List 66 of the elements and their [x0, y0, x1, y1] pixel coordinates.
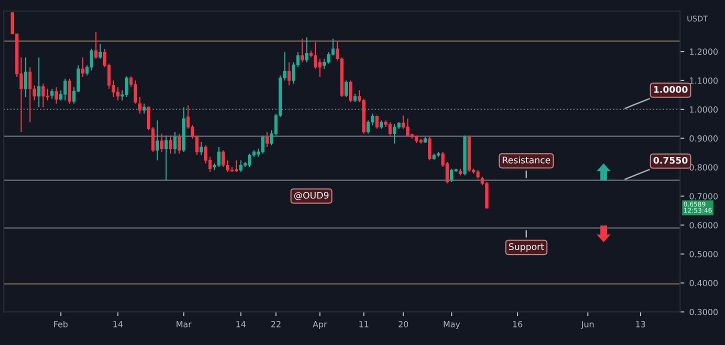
- candlestick: [90, 48, 94, 71]
- candlestick: [68, 78, 72, 104]
- x-tick-label: 11: [359, 321, 368, 328]
- candlestick: [138, 96, 142, 114]
- x-tick-label: 22: [271, 321, 280, 328]
- candlestick: [54, 86, 58, 104]
- y-tick-label: 1.0000: [690, 106, 718, 113]
- candlestick: [375, 114, 379, 130]
- ref-line-label: 1.0000: [654, 86, 688, 93]
- candlestick: [300, 38, 304, 63]
- candlestick: [234, 160, 238, 172]
- candlestick: [266, 131, 269, 148]
- candlestick: [142, 103, 146, 114]
- candlestick: [98, 43, 102, 60]
- ref-line-label: 0.7550: [654, 156, 688, 164]
- candlestick: [428, 136, 432, 161]
- candlestick: [287, 62, 291, 86]
- candlestick: [156, 120, 159, 161]
- y-tick-label: 1.2000: [690, 48, 718, 55]
- annotation: Resistance: [502, 156, 550, 164]
- x-tick-label: 20: [398, 321, 408, 328]
- y-tick-label: 0.4000: [690, 280, 718, 286]
- candlestick: [164, 134, 168, 181]
- candlestick: [248, 153, 252, 168]
- y-tick-label: 0.8000: [690, 164, 718, 171]
- annotation: Support: [509, 243, 544, 252]
- x-tick-label: 14: [113, 321, 123, 328]
- candlestick: [81, 56, 84, 78]
- candlestick: [124, 76, 128, 98]
- y-tick-label: 0.5000: [690, 251, 718, 258]
- candlestick: [24, 56, 28, 98]
- candlestick: [178, 133, 181, 154]
- candlestick: [46, 88, 50, 101]
- candlestick: [217, 146, 220, 168]
- candlestick: [50, 88, 54, 100]
- candlestick: [28, 66, 32, 123]
- y-tick-label: 0.7000: [690, 193, 718, 200]
- candlestick: [392, 123, 396, 144]
- candlestick: [37, 56, 40, 108]
- candlestick: [160, 133, 164, 152]
- candlestick: [344, 80, 348, 98]
- candlestick: [200, 142, 203, 156]
- y-tick-label: 0.9000: [690, 135, 718, 142]
- candlestick: [134, 80, 138, 104]
- candlestick: [314, 42, 318, 70]
- y-tick-label: 0.6000: [690, 222, 718, 228]
- x-tick-label: Apr: [312, 321, 328, 329]
- candlestick: [94, 32, 98, 60]
- x-tick-label: Mar: [176, 321, 192, 328]
- candlestick: [305, 36, 308, 63]
- y-tick-label: 0.3000: [690, 308, 718, 316]
- candlestick: [63, 78, 67, 101]
- candlestick: [348, 80, 352, 103]
- x-tick-label: Feb: [54, 320, 68, 328]
- candlestick: [42, 83, 45, 108]
- x-tick-label: 16: [513, 321, 522, 328]
- x-tick-label: May: [444, 321, 460, 329]
- candlestick: [168, 134, 172, 154]
- candlestick: [450, 168, 454, 183]
- x-tick-label: Jun: [580, 321, 594, 329]
- x-tick-label: 13: [636, 321, 646, 328]
- candlestick: [173, 131, 177, 154]
- x-tick-label: 14: [236, 321, 246, 328]
- candlestick: [318, 58, 322, 78]
- y-tick-label: 1.1000: [690, 77, 718, 84]
- annotation: @OUD9: [294, 192, 328, 200]
